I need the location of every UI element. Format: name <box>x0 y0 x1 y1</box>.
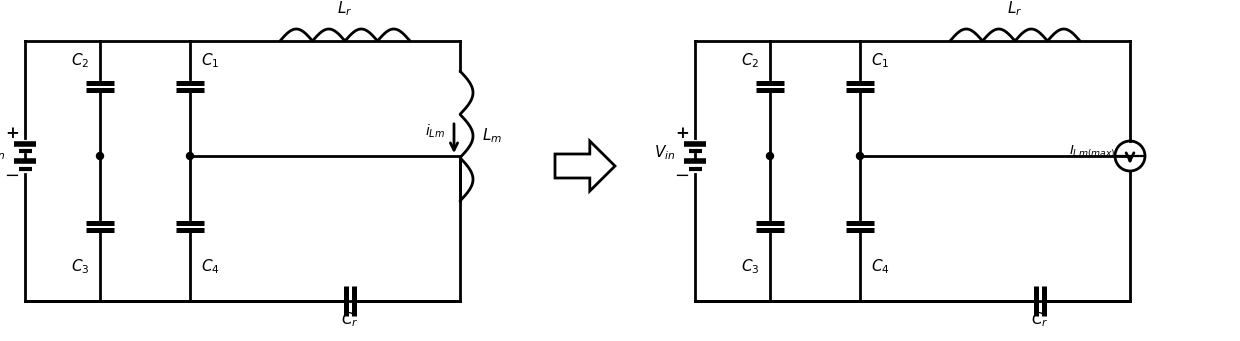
Text: $C_r$: $C_r$ <box>1032 311 1049 329</box>
Circle shape <box>857 152 863 160</box>
Circle shape <box>766 152 774 160</box>
Circle shape <box>186 152 193 160</box>
Text: $i_{Lm}$: $i_{Lm}$ <box>425 122 445 140</box>
Text: $C_2$: $C_2$ <box>71 51 89 70</box>
Text: $L_m$: $L_m$ <box>482 127 502 145</box>
Text: $L_r$: $L_r$ <box>337 0 352 18</box>
Text: $C_2$: $C_2$ <box>740 51 759 70</box>
Text: $C_1$: $C_1$ <box>201 51 219 70</box>
Text: −: − <box>5 167 20 185</box>
Text: $C_3$: $C_3$ <box>71 257 89 276</box>
Text: $C_r$: $C_r$ <box>341 311 358 329</box>
Text: $C_3$: $C_3$ <box>740 257 759 276</box>
Text: $V_{in}$: $V_{in}$ <box>655 144 676 162</box>
Text: $C_4$: $C_4$ <box>870 257 889 276</box>
Text: $C_1$: $C_1$ <box>870 51 889 70</box>
Text: +: + <box>675 125 689 143</box>
Polygon shape <box>556 141 615 191</box>
Text: $I_{Lm(max)}$: $I_{Lm(max)}$ <box>1069 144 1115 160</box>
Text: $L_r$: $L_r$ <box>1007 0 1023 18</box>
Text: $C_4$: $C_4$ <box>201 257 219 276</box>
Text: +: + <box>5 125 19 143</box>
Text: −: − <box>675 167 689 185</box>
Text: $V_{in}$: $V_{in}$ <box>0 144 6 162</box>
Circle shape <box>97 152 103 160</box>
